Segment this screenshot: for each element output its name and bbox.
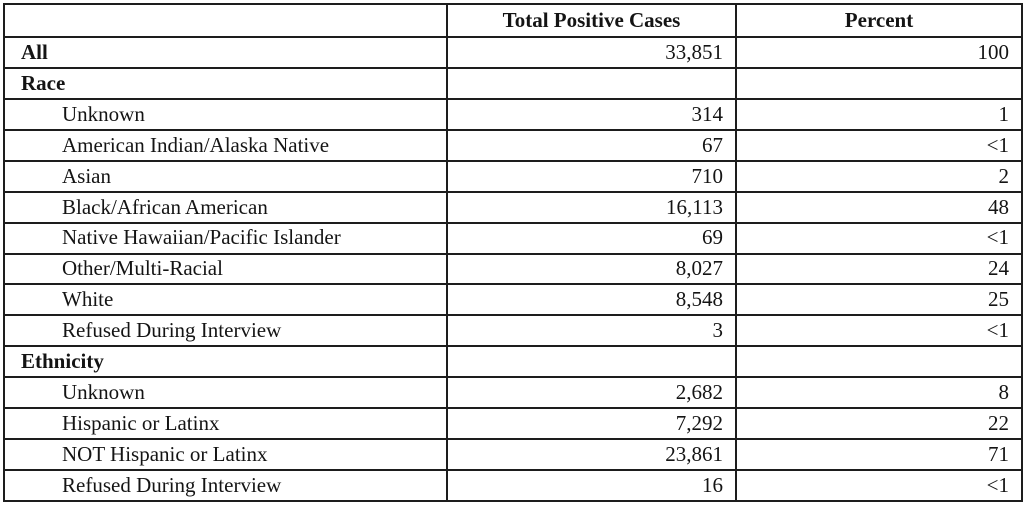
percent-value: 100	[735, 36, 1023, 69]
percent-value: <1	[735, 128, 1023, 162]
table-row-other-multi-racial: Other/Multi-Racial 8,027 24	[3, 252, 1023, 286]
percent-value: 48	[735, 190, 1023, 224]
percent-value: 71	[735, 438, 1023, 471]
row-label: American Indian/Alaska Native	[3, 128, 448, 162]
cases-value	[446, 345, 737, 379]
row-label: Refused During Interview	[3, 468, 448, 503]
row-label: Refused During Interview	[3, 314, 448, 348]
cases-value: 33,851	[446, 36, 737, 69]
cases-value: 16	[446, 468, 737, 503]
cases-value: 69	[446, 221, 737, 255]
header-blank-cell	[3, 2, 448, 39]
row-label: Other/Multi-Racial	[3, 252, 448, 286]
cases-value: 23,861	[446, 438, 737, 471]
cases-value: 67	[446, 128, 737, 162]
cases-value	[446, 66, 737, 100]
row-label: Native Hawaiian/Pacific Islander	[3, 221, 448, 255]
percent-value: 1	[735, 97, 1023, 131]
percent-value: 25	[735, 283, 1023, 317]
table-row-ethnicity: Ethnicity	[3, 345, 1023, 379]
table-row-race: Race	[3, 66, 1023, 100]
row-label: Race	[3, 66, 448, 100]
cases-value: 8,027	[446, 252, 737, 286]
table-row-race-refused-during-interview: Refused During Interview 3 <1	[3, 314, 1023, 348]
row-label: Ethnicity	[3, 345, 448, 379]
percent-value: 8	[735, 376, 1023, 410]
cases-value: 710	[446, 159, 737, 193]
demographics-table: Total Positive Cases Percent All 33,851 …	[3, 2, 1023, 503]
cases-value: 8,548	[446, 283, 737, 317]
cases-value: 3	[446, 314, 737, 348]
row-label: Hispanic or Latinx	[3, 407, 448, 441]
row-label: Unknown	[3, 376, 448, 410]
percent-value: 24	[735, 252, 1023, 286]
percent-value	[735, 66, 1023, 100]
table-row-white: White 8,548 25	[3, 283, 1023, 317]
table-row-asian: Asian 710 2	[3, 159, 1023, 193]
table-row-ethnicity-unknown: Unknown 2,682 8	[3, 376, 1023, 410]
percent-value: 2	[735, 159, 1023, 193]
row-label: Asian	[3, 159, 448, 193]
percent-value: 22	[735, 407, 1023, 441]
table-row-american-indian-alaska-native: American Indian/Alaska Native 67 <1	[3, 128, 1023, 162]
cases-value: 2,682	[446, 376, 737, 410]
table-row-not-hispanic-or-latinx: NOT Hispanic or Latinx 23,861 71	[3, 438, 1023, 471]
cases-value: 16,113	[446, 190, 737, 224]
percent-value	[735, 345, 1023, 379]
row-label: Unknown	[3, 97, 448, 131]
header-row: Total Positive Cases Percent	[3, 2, 1023, 39]
header-total-positive-cases: Total Positive Cases	[446, 2, 737, 39]
row-label: White	[3, 283, 448, 317]
row-label: All	[3, 36, 448, 69]
percent-value: <1	[735, 468, 1023, 503]
table-row-hispanic-or-latinx: Hispanic or Latinx 7,292 22	[3, 407, 1023, 441]
header-percent: Percent	[735, 2, 1023, 39]
table-row-ethnicity-refused-during-interview: Refused During Interview 16 <1	[3, 468, 1023, 503]
percent-value: <1	[735, 314, 1023, 348]
row-label: NOT Hispanic or Latinx	[3, 438, 448, 471]
cases-value: 314	[446, 97, 737, 131]
row-label: Black/African American	[3, 190, 448, 224]
percent-value: <1	[735, 221, 1023, 255]
cases-value: 7,292	[446, 407, 737, 441]
table-row-race-unknown: Unknown 314 1	[3, 97, 1023, 131]
table-row-native-hawaiian-pacific-islander: Native Hawaiian/Pacific Islander 69 <1	[3, 221, 1023, 255]
table-row-all: All 33,851 100	[3, 36, 1023, 69]
table-row-black-african-american: Black/African American 16,113 48	[3, 190, 1023, 224]
